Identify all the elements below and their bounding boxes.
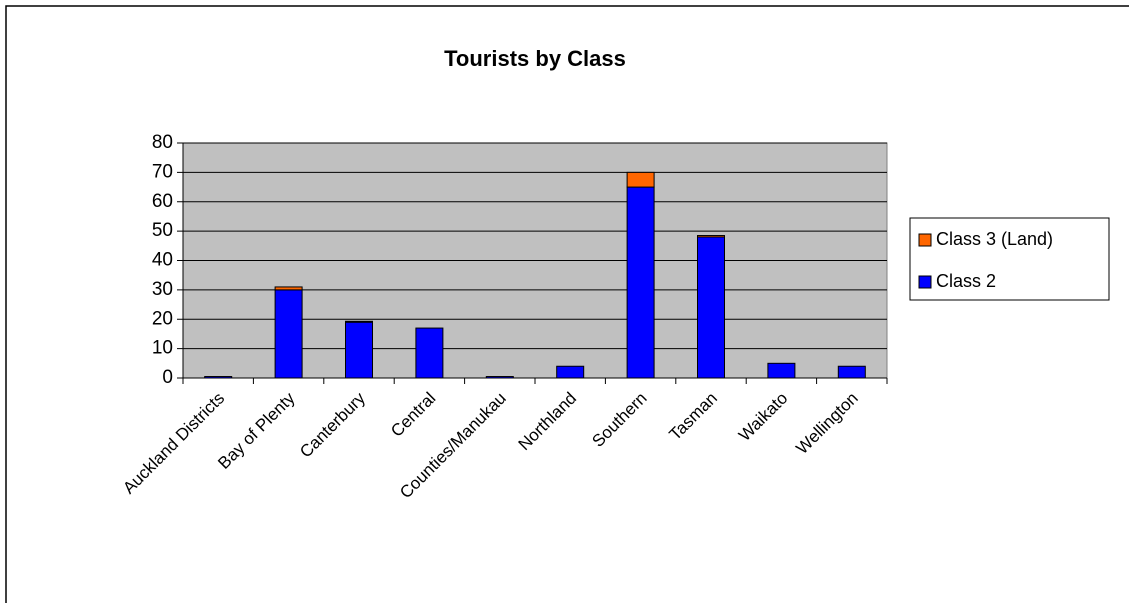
chart-title: Tourists by Class: [444, 46, 626, 71]
bar-segment: [274, 286, 303, 291]
bar-segment: [837, 365, 866, 379]
y-tick-label: 40: [152, 250, 173, 271]
legend-swatch: [918, 275, 932, 289]
bar-segment: [345, 320, 373, 323]
bar-segment: [767, 362, 796, 379]
bar-segment: [415, 327, 444, 379]
bar-segment: [345, 321, 373, 379]
bar-segment: [626, 171, 655, 188]
legend-swatch: [918, 233, 932, 247]
legend-box: [909, 217, 1110, 301]
bar-segment: [204, 376, 233, 379]
bar-segment: [485, 376, 514, 379]
bar-segment: [697, 235, 725, 238]
y-tick-label: 20: [152, 308, 173, 329]
y-tick-label: 10: [152, 338, 173, 359]
y-tick-label: 60: [152, 191, 173, 212]
legend-label: Class 2: [936, 271, 996, 291]
bar-segment: [697, 236, 725, 379]
bar-segment: [274, 289, 303, 379]
y-tick-label: 30: [152, 279, 173, 300]
y-tick-label: 50: [152, 220, 173, 241]
legend-label: Class 3 (Land): [936, 229, 1053, 249]
bar-segment: [626, 186, 655, 379]
y-tick-label: 80: [152, 132, 173, 153]
bar-segment: [556, 365, 585, 379]
y-tick-label: 70: [152, 161, 173, 182]
y-tick-label: 0: [162, 367, 173, 388]
